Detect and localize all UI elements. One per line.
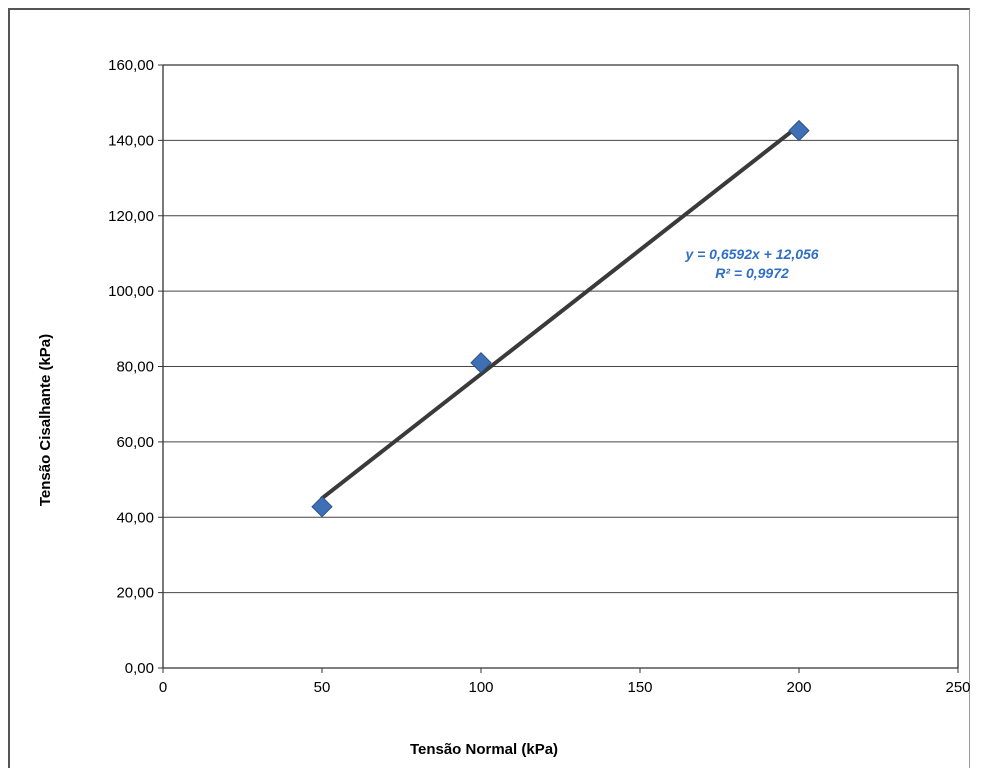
y-tick-label: 0,00 <box>125 660 154 677</box>
trendline-group <box>320 123 801 501</box>
y-axis-title: Tensão Cisalhante (kPa) <box>37 334 54 506</box>
x-tick-label: 50 <box>314 679 331 696</box>
y-tick-label: 140,00 <box>108 132 154 149</box>
x-tick-labels: 0 50 100 150 200 250 <box>159 679 971 696</box>
y-tick-label: 80,00 <box>116 359 154 376</box>
x-tick-label: 150 <box>627 679 652 696</box>
x-tick-label: 0 <box>159 679 167 696</box>
gridlines <box>163 64 958 594</box>
y-tick-label: 60,00 <box>116 434 154 451</box>
data-point <box>788 119 810 142</box>
trendline <box>320 123 801 501</box>
data-point <box>470 352 492 374</box>
data-points <box>311 119 810 518</box>
chart-frame <box>8 8 970 768</box>
x-tick-label: 250 <box>945 679 970 696</box>
x-tick-label: 200 <box>786 679 811 696</box>
axes <box>158 64 959 673</box>
y-tick-label: 100,00 <box>108 283 154 300</box>
y-tick-label: 120,00 <box>108 208 154 225</box>
y-tick-labels: 0,00 20,00 40,00 60,00 80,00 100,00 120,00 140,… <box>108 57 154 677</box>
x-axis-title: Tensão Normal (kPa) <box>410 741 558 758</box>
x-tick-label: 100 <box>468 679 493 696</box>
y-tick-label: 160,00 <box>108 57 154 74</box>
y-tick-label: 40,00 <box>116 509 154 526</box>
data-point <box>311 495 333 518</box>
trendline-equation: y = 0,6592x + 12,056 <box>684 246 818 262</box>
y-tick-label: 20,00 <box>116 585 154 602</box>
r-squared-label: R² = 0,9972 <box>715 265 789 281</box>
